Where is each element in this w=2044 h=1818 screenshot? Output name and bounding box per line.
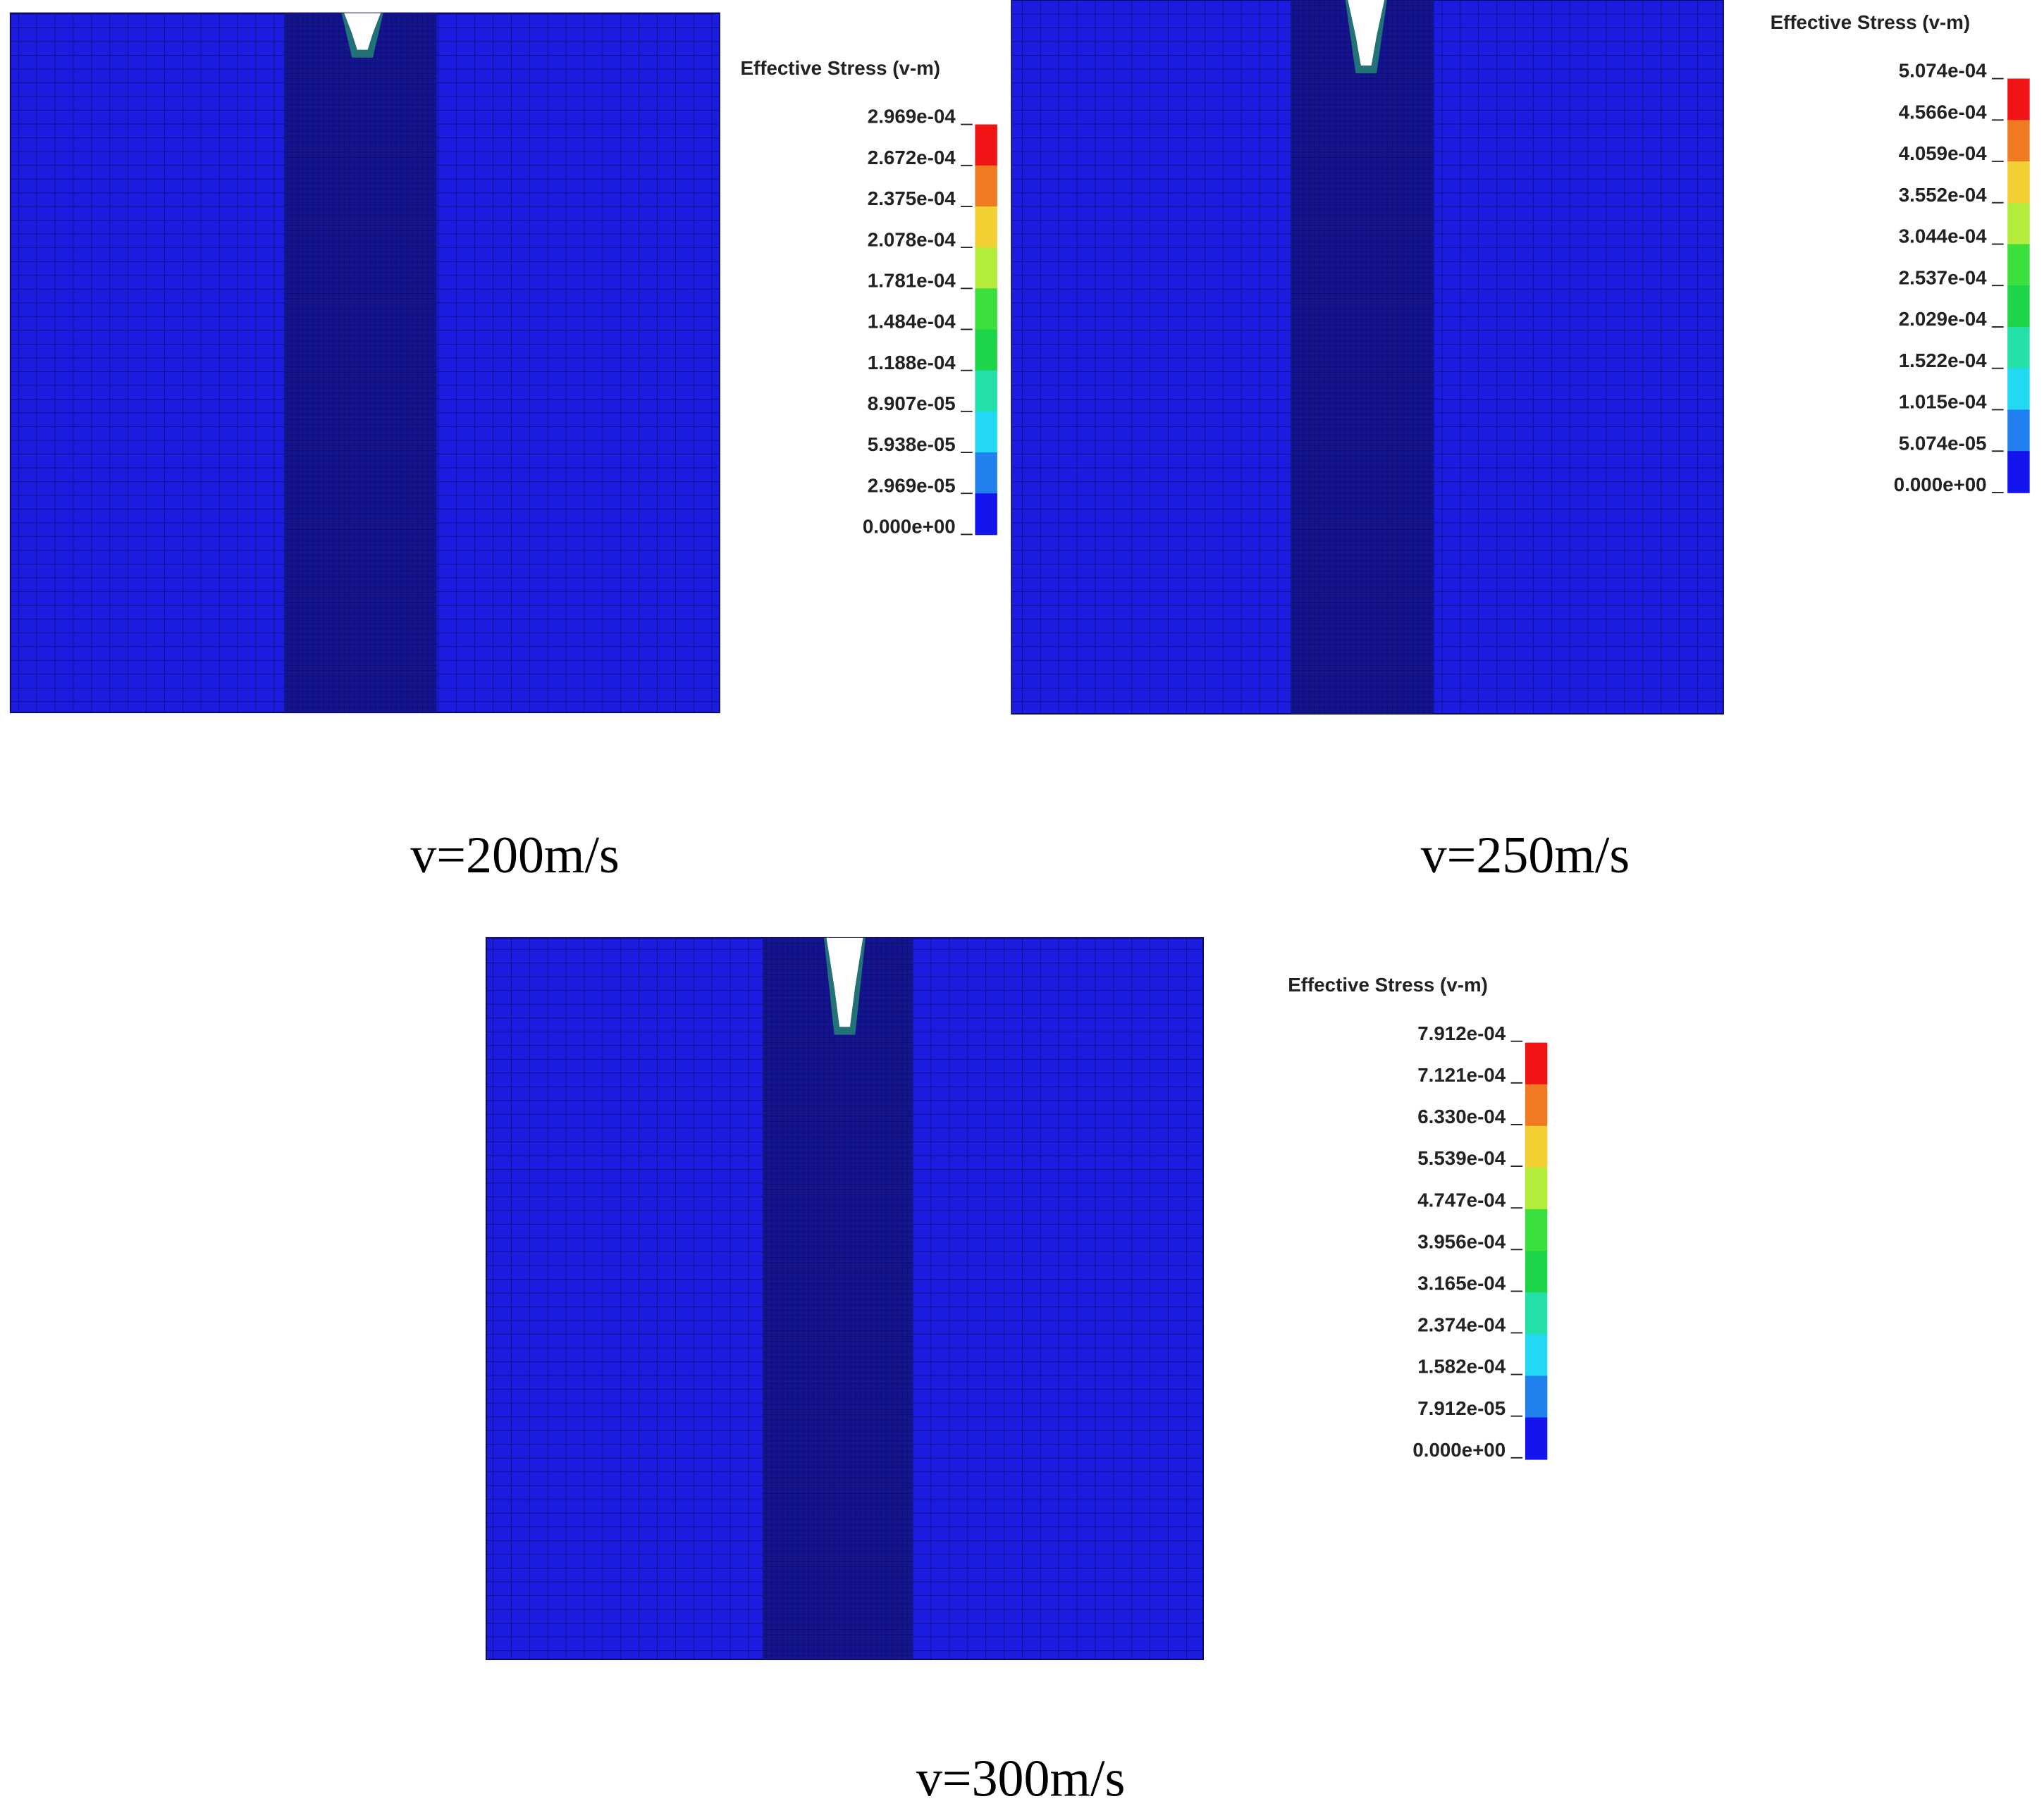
legend-label: 2.029e-04 bbox=[1899, 308, 1987, 330]
legend-label: 0.000e+00 bbox=[1894, 474, 1987, 495]
legend-title: Effective Stress (v-m) bbox=[741, 57, 941, 79]
legend-title: Effective Stress (v-m) bbox=[1288, 974, 1488, 996]
legend-label: 1.522e-04 bbox=[1899, 350, 1987, 371]
legend-swatch bbox=[2007, 244, 2030, 287]
legend-swatch bbox=[975, 370, 997, 412]
legend-swatch bbox=[1525, 1417, 1548, 1460]
legend-swatch bbox=[975, 493, 997, 536]
legend-swatch bbox=[2007, 451, 2030, 493]
legend-label: 2.374e-04 bbox=[1417, 1314, 1506, 1336]
legend-swatch bbox=[1525, 1042, 1548, 1085]
legend-label: 1.781e-04 bbox=[868, 269, 956, 291]
legend-swatch bbox=[975, 411, 997, 453]
legend-label: 0.000e+00 bbox=[1412, 1439, 1506, 1461]
legend-swatch bbox=[2007, 161, 2030, 204]
legend-swatch bbox=[1525, 1375, 1548, 1418]
legend-label: 3.552e-04 bbox=[1899, 184, 1987, 206]
legend-swatch bbox=[975, 206, 997, 249]
legend-label: 2.672e-04 bbox=[868, 147, 956, 168]
legend-label: 5.074e-05 bbox=[1899, 432, 1987, 454]
legend-label: 1.484e-04 bbox=[868, 311, 956, 333]
caption: v=200m/s bbox=[410, 827, 620, 884]
legend-swatch bbox=[2007, 202, 2030, 245]
caption: v=250m/s bbox=[1421, 827, 1630, 884]
legend-label: 5.074e-04 bbox=[1899, 60, 1987, 82]
legend-swatch bbox=[2007, 78, 2030, 121]
legend-label: 0.000e+00 bbox=[863, 515, 956, 537]
legend-label: 2.078e-04 bbox=[868, 228, 956, 250]
legend-label: 8.907e-05 bbox=[868, 392, 956, 414]
legend-swatch bbox=[2007, 368, 2030, 411]
legend-label: 1.015e-04 bbox=[1899, 391, 1987, 413]
panel: Effective Stress (v-m) 7.912e-04 7.121e-04… bbox=[485, 936, 1548, 1807]
caption: v=300m/s bbox=[916, 1750, 1126, 1807]
legend-swatch bbox=[975, 247, 997, 290]
legend-swatch bbox=[975, 124, 997, 166]
legend-swatch bbox=[2007, 285, 2030, 328]
legend-swatch bbox=[1525, 1334, 1548, 1377]
panel: Effective Stress (v-m) 2.969e-04 2.672e-04… bbox=[9, 12, 997, 884]
legend-label: 2.537e-04 bbox=[1899, 266, 1987, 288]
legend-title: Effective Stress (v-m) bbox=[1771, 11, 1971, 33]
legend-label: 2.969e-05 bbox=[868, 474, 956, 496]
legend-label: 4.747e-04 bbox=[1417, 1189, 1506, 1211]
fine-mesh-band bbox=[762, 937, 913, 1660]
legend-label: 7.912e-04 bbox=[1417, 1022, 1506, 1044]
panel: Effective Stress (v-m) 5.074e-04 4.566e-04… bbox=[1011, 0, 2030, 884]
legend-swatch bbox=[1525, 1251, 1548, 1294]
legend-label: 6.330e-04 bbox=[1417, 1106, 1506, 1127]
legend-swatch bbox=[975, 165, 997, 207]
legend-swatch bbox=[975, 288, 997, 330]
impact-crater bbox=[344, 13, 381, 50]
legend-label: 7.912e-05 bbox=[1417, 1397, 1506, 1419]
legend-label: 1.188e-04 bbox=[868, 352, 956, 373]
legend-swatch bbox=[1525, 1167, 1548, 1210]
legend-swatch bbox=[1525, 1292, 1548, 1335]
legend-swatch bbox=[2007, 409, 2030, 452]
legend-label: 1.582e-04 bbox=[1417, 1356, 1506, 1378]
legend-swatch bbox=[975, 329, 997, 371]
legend-label: 3.044e-04 bbox=[1899, 225, 1987, 247]
impact-crater bbox=[826, 937, 863, 1027]
legend-swatch bbox=[975, 452, 997, 495]
legend-swatch bbox=[2007, 120, 2030, 162]
legend-label: 5.938e-05 bbox=[868, 433, 956, 455]
legend-swatch bbox=[1525, 1084, 1548, 1127]
fine-mesh-band bbox=[1290, 0, 1434, 715]
legend-label: 3.165e-04 bbox=[1417, 1272, 1506, 1294]
legend-label: 2.375e-04 bbox=[868, 187, 956, 209]
fine-mesh-band bbox=[284, 13, 437, 713]
legend-swatch bbox=[1525, 1125, 1548, 1168]
legend-swatch bbox=[2007, 326, 2030, 369]
legend-label: 3.956e-04 bbox=[1417, 1230, 1506, 1252]
legend-label: 4.566e-04 bbox=[1899, 101, 1987, 123]
legend-label: 7.121e-04 bbox=[1417, 1064, 1506, 1086]
legend-label: 5.539e-04 bbox=[1417, 1147, 1506, 1169]
legend-swatch bbox=[1525, 1209, 1548, 1252]
legend-label: 2.969e-04 bbox=[868, 106, 956, 128]
impact-crater bbox=[1348, 0, 1385, 66]
legend-label: 4.059e-04 bbox=[1899, 142, 1987, 164]
